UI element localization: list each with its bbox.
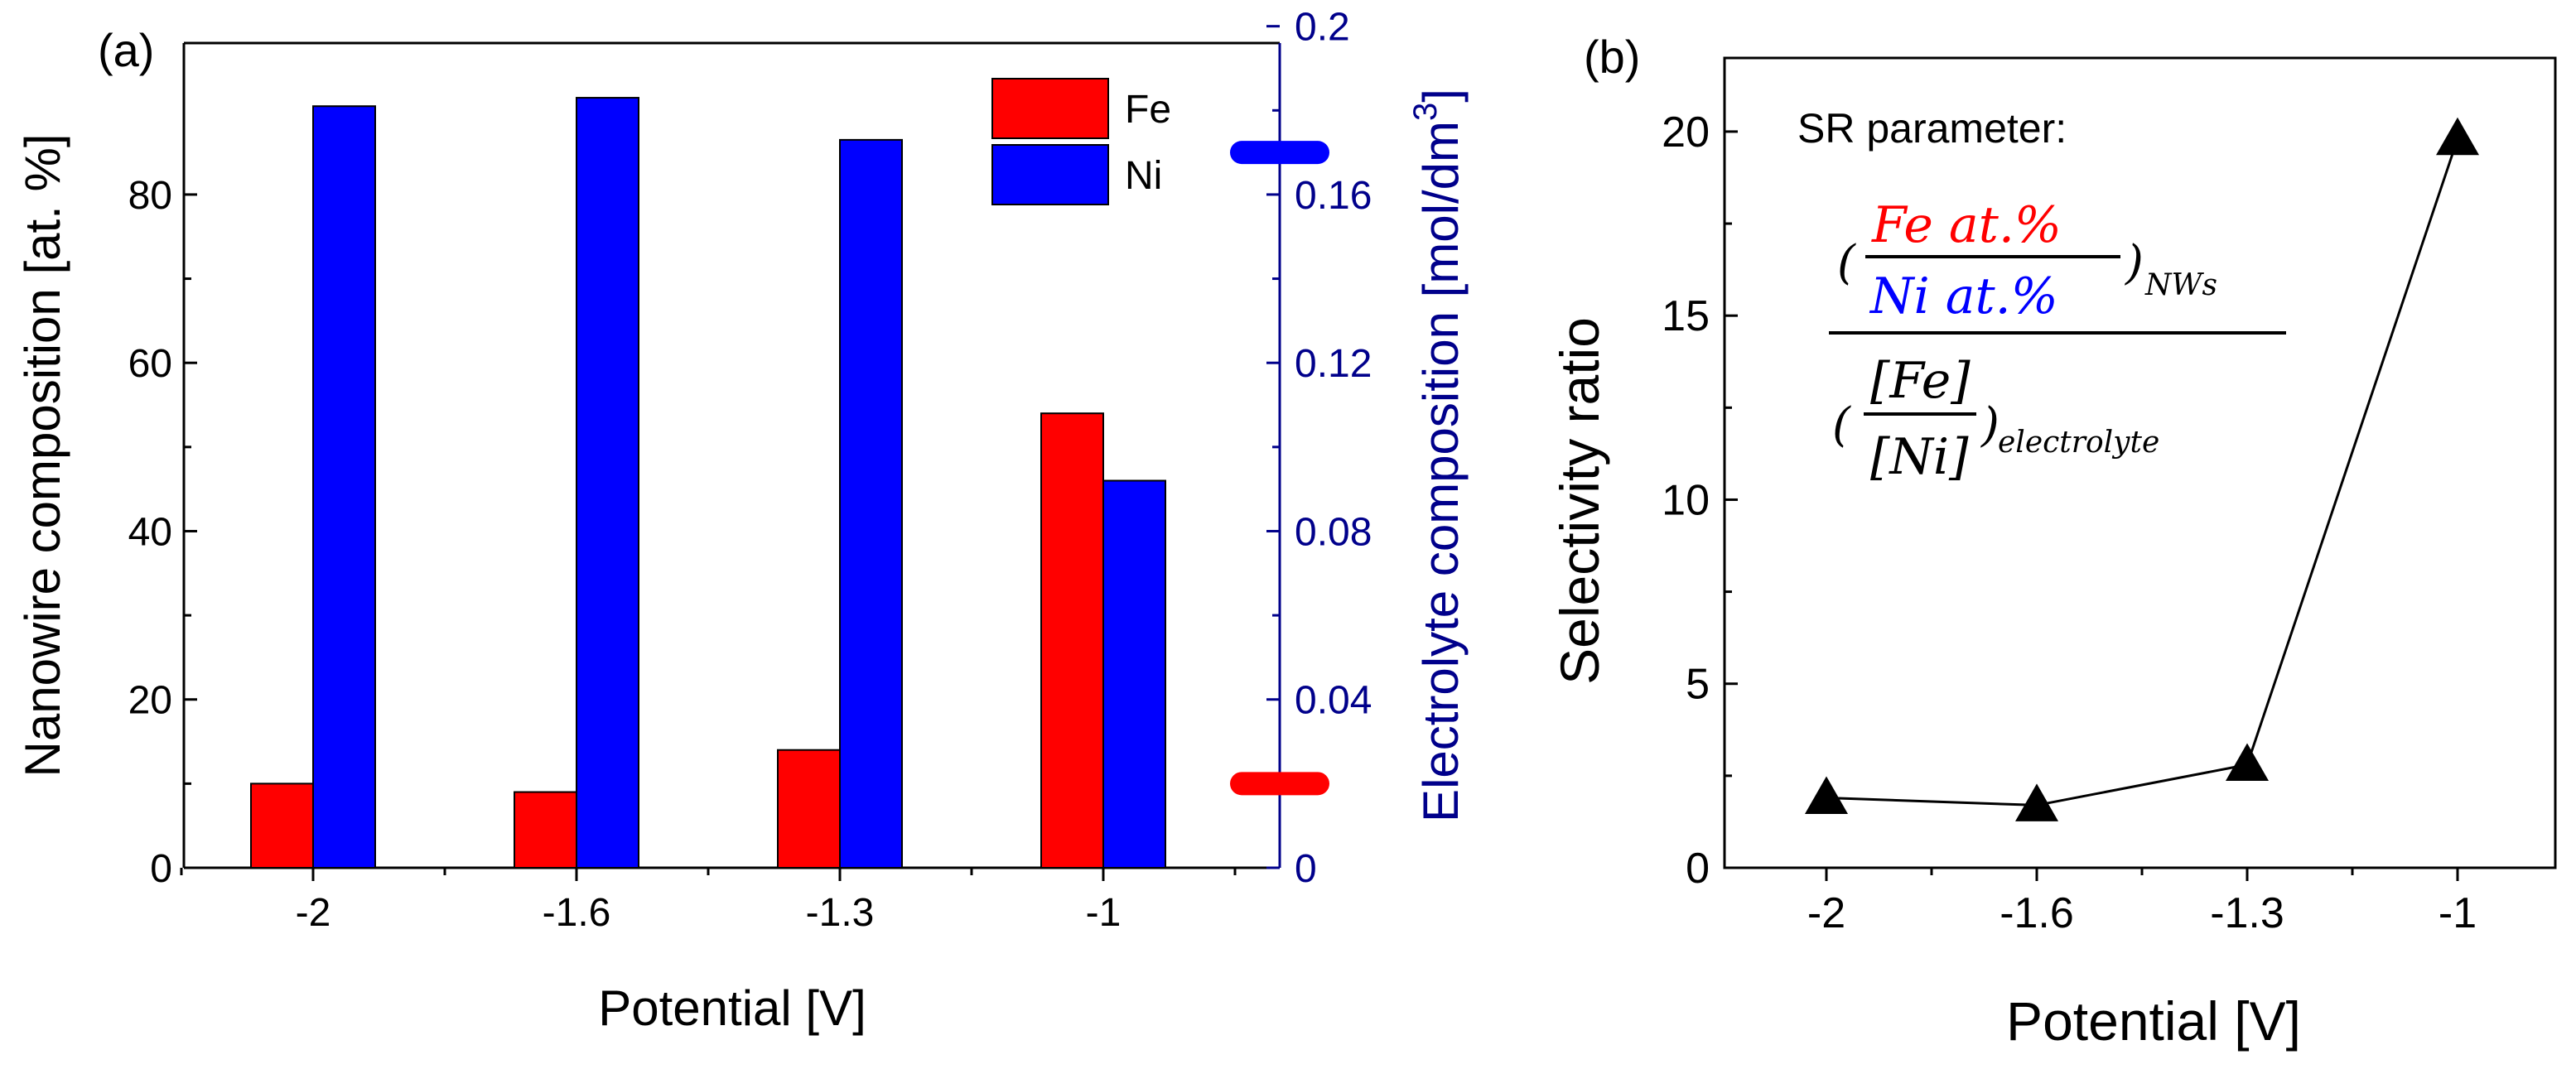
bar-fe-3 — [1040, 412, 1104, 869]
bar-fe-1 — [514, 791, 577, 869]
selectivity-point-3 — [2436, 117, 2479, 156]
panel-a-y2-ticks: 0 0.04 0.08 0.12 0.16 0.2 — [1266, 6, 1372, 891]
legend-label-fe: Fe — [1125, 88, 1171, 132]
formula-den-bottom: [Ni] — [1870, 428, 1969, 486]
bar-ni-0 — [312, 105, 376, 869]
bar-ni-1 — [576, 97, 639, 869]
electrolyte-marker-fe — [1230, 772, 1329, 796]
panel-a-y-axis-label: Nanowire composition [at. %] — [15, 133, 70, 777]
panel-a-bar-chart: (a) 0 20 40 60 80 0 0.04 0.08 0.12 0.16 0.2 -2 -1.… — [15, 6, 1469, 1036]
formula-den-subscript: electrolyte — [1998, 426, 2159, 460]
selectivity-point-1 — [2015, 783, 2058, 821]
panel-a-electrolyte-markers — [1230, 141, 1329, 796]
panel-a-y2-tick-label: 0.16 — [1295, 174, 1372, 218]
panel-a-legend: Fe Ni — [991, 78, 1171, 205]
panel-a-y-tick-label: 20 — [128, 679, 172, 723]
panel-b-x-tick-label: -2 — [1807, 889, 1845, 937]
panel-b-x-tick-label: -1.6 — [2000, 889, 2074, 937]
panel-a-y2-tick-label: 0.2 — [1295, 6, 1350, 50]
bar-ni-2 — [839, 138, 903, 869]
formula-num-subscript: NWs — [2144, 268, 2217, 302]
panel-a-y2-label-sup: 3 — [1407, 103, 1444, 121]
panel-b-y-axis-label: Selectivity ratio — [1549, 317, 1610, 685]
panel-a-bars — [250, 97, 1166, 869]
formula-num-top: Fe at.% — [1871, 196, 2062, 254]
panel-a-y-tick-label: 0 — [150, 847, 172, 891]
panel-a-x-tick-label: -1.6 — [543, 891, 611, 935]
selectivity-line — [1826, 138, 2459, 807]
panel-b-y-tick-label: 0 — [1686, 845, 1710, 893]
panel-a-y2-tick-label: 0.12 — [1295, 342, 1372, 386]
sr-parameter-annotation: SR parameter: ( Fe at.% Ni at.% ) NWs ( … — [1797, 105, 2286, 486]
panel-a-x-axis-label: Potential [V] — [598, 980, 866, 1036]
legend-label-ni: Ni — [1125, 154, 1162, 198]
sr-parameter-title: SR parameter: — [1797, 105, 2067, 152]
panel-a-y2-axis-label: Electrolyte composition [mol/dm3] — [1407, 89, 1469, 822]
panel-a-y-ticks: 0 20 40 60 80 — [128, 174, 197, 891]
panel-b-plot-frame — [1723, 56, 2557, 869]
panel-b-x-tick-label: -1.3 — [2210, 889, 2284, 937]
legend-swatch-fe — [991, 78, 1109, 139]
formula-den-close-paren: ) — [1980, 398, 2000, 452]
panel-a-y2-label-end: ] — [1413, 89, 1469, 103]
panel-b-y-tick-label: 10 — [1662, 476, 1710, 524]
panel-a-x-tick-label: -1.3 — [806, 891, 875, 935]
panel-a-y-tick-label: 80 — [128, 174, 172, 218]
panel-b-x-axis-label: Potential [V] — [2006, 990, 2301, 1052]
formula-num-open-paren: ( — [1837, 236, 1856, 290]
panel-b-label: (b) — [1584, 31, 1640, 83]
formula-num-close-paren: ) — [2125, 236, 2144, 290]
formula-num-bottom: Ni at.% — [1869, 267, 2058, 325]
panel-b-y-tick-label: 5 — [1686, 661, 1710, 709]
panel-b-x-tick-label: -1 — [2439, 889, 2477, 937]
selectivity-point-0 — [1805, 776, 1848, 815]
legend-swatch-ni — [991, 144, 1109, 205]
bar-ni-3 — [1102, 479, 1166, 869]
panel-b-x-ticks: -2 -1.6 -1.3 -1 — [1807, 868, 2477, 937]
panel-a-y2-tick-label: 0 — [1295, 847, 1317, 891]
panel-a-y-tick-label: 40 — [128, 510, 172, 554]
panel-a-y-tick-label: 60 — [128, 342, 172, 386]
panel-a-x-ticks: -2 -1.6 -1.3 -1 — [180, 868, 1237, 935]
panel-a-y2-label-main: Electrolyte composition [mol/dm — [1413, 121, 1469, 822]
panel-b-y-tick-label: 15 — [1662, 292, 1710, 340]
panel-a-x-tick-label: -1 — [1086, 891, 1122, 935]
panel-a-label: (a) — [98, 24, 154, 76]
formula-den-open-paren: ( — [1832, 398, 1851, 452]
bar-fe-0 — [250, 782, 314, 869]
panel-b-y-tick-label: 20 — [1662, 108, 1710, 156]
panel-a-y2-tick-label: 0.04 — [1295, 679, 1372, 723]
panel-a-x-tick-label: -2 — [296, 891, 331, 935]
formula-den-top: [Fe] — [1870, 352, 1971, 410]
selectivity-point-2 — [2226, 743, 2269, 782]
panel-a-y2-tick-label: 0.08 — [1295, 510, 1372, 554]
electrolyte-marker-ni — [1230, 141, 1329, 165]
bar-fe-2 — [777, 749, 841, 869]
panel-b-series — [1805, 117, 2479, 821]
panel-b-y-ticks: 0 5 10 15 20 — [1662, 108, 1738, 893]
